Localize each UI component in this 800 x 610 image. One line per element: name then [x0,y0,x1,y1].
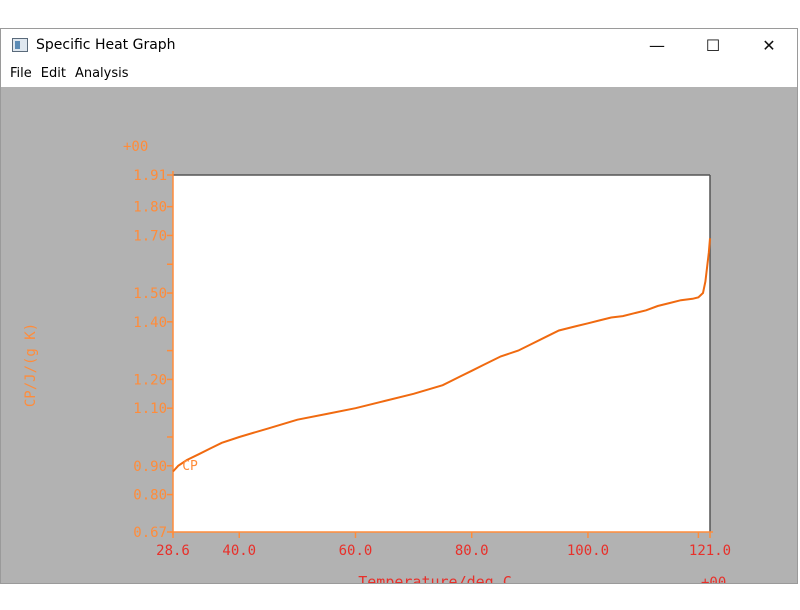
menu-file[interactable]: File [10,66,32,81]
y-tick-label: 1.20 [133,372,167,388]
y-tick-label: 1.40 [133,315,167,331]
window-app-icon [12,38,28,52]
x-axis-exponent: +00 [701,575,726,583]
y-tick-label: 1.70 [133,228,167,244]
y-axis-ticks: 0.67 0.80 0.90 1.10 1.20 1.40 1.50 1.70 1.80 1.91 [133,168,173,541]
x-tick-label: 121.0 [689,543,731,559]
x-tick-label: 60.0 [339,543,373,559]
x-tick-label: 80.0 [455,543,489,559]
maximize-icon: ☐ [705,35,721,55]
x-axis-ticks: 28.6 40.0 60.0 80.0 100.0 121.0 [156,532,731,559]
close-icon: ✕ [762,35,776,55]
menu-analysis[interactable]: Analysis [74,66,129,81]
title-bar[interactable]: Specific Heat Graph — ☐ ✕ [1,29,797,61]
x-tick-label: 40.0 [222,543,256,559]
y-tick-label: 1.50 [133,286,167,302]
y-tick-label: 1.80 [133,200,167,216]
y-axis-label: CP/J/(g K) [23,323,39,407]
menu-edit[interactable]: Edit [40,66,66,81]
specific-heat-chart: 0.67 0.80 0.90 1.10 1.20 1.40 1.50 1.70 1.80 1.91… [23,139,731,583]
series-label-cp: CP [182,459,198,474]
maximize-button[interactable]: ☐ [685,29,741,61]
close-button[interactable]: ✕ [741,29,797,61]
y-tick-label: 0.80 [133,488,167,504]
x-tick-label: 100.0 [567,543,609,559]
app-window: Specific Heat Graph — ☐ ✕ File Edit Anal… [0,28,798,584]
cp-series-line [172,238,711,473]
window-controls: — ☐ ✕ [629,29,797,61]
window-title: Specific Heat Graph [36,37,176,53]
y-tick-label: 0.90 [133,459,167,475]
x-axis-label: Temperature/deg C [358,573,512,583]
x-tick-label: 28.6 [156,543,190,559]
minimize-button[interactable]: — [629,29,685,61]
axes [170,171,713,535]
chart-area: 0.67 0.80 0.90 1.10 1.20 1.40 1.50 1.70 1.80 1.91… [1,87,797,583]
y-tick-label: 1.10 [133,401,167,417]
minimize-icon: — [649,35,665,55]
y-tick-label: 1.91 [133,168,167,184]
y-axis-exponent: +00 [123,139,148,155]
plot-background [173,175,710,532]
y-tick-label: 0.67 [133,525,167,541]
menu-bar: File Edit Analysis [1,61,797,86]
